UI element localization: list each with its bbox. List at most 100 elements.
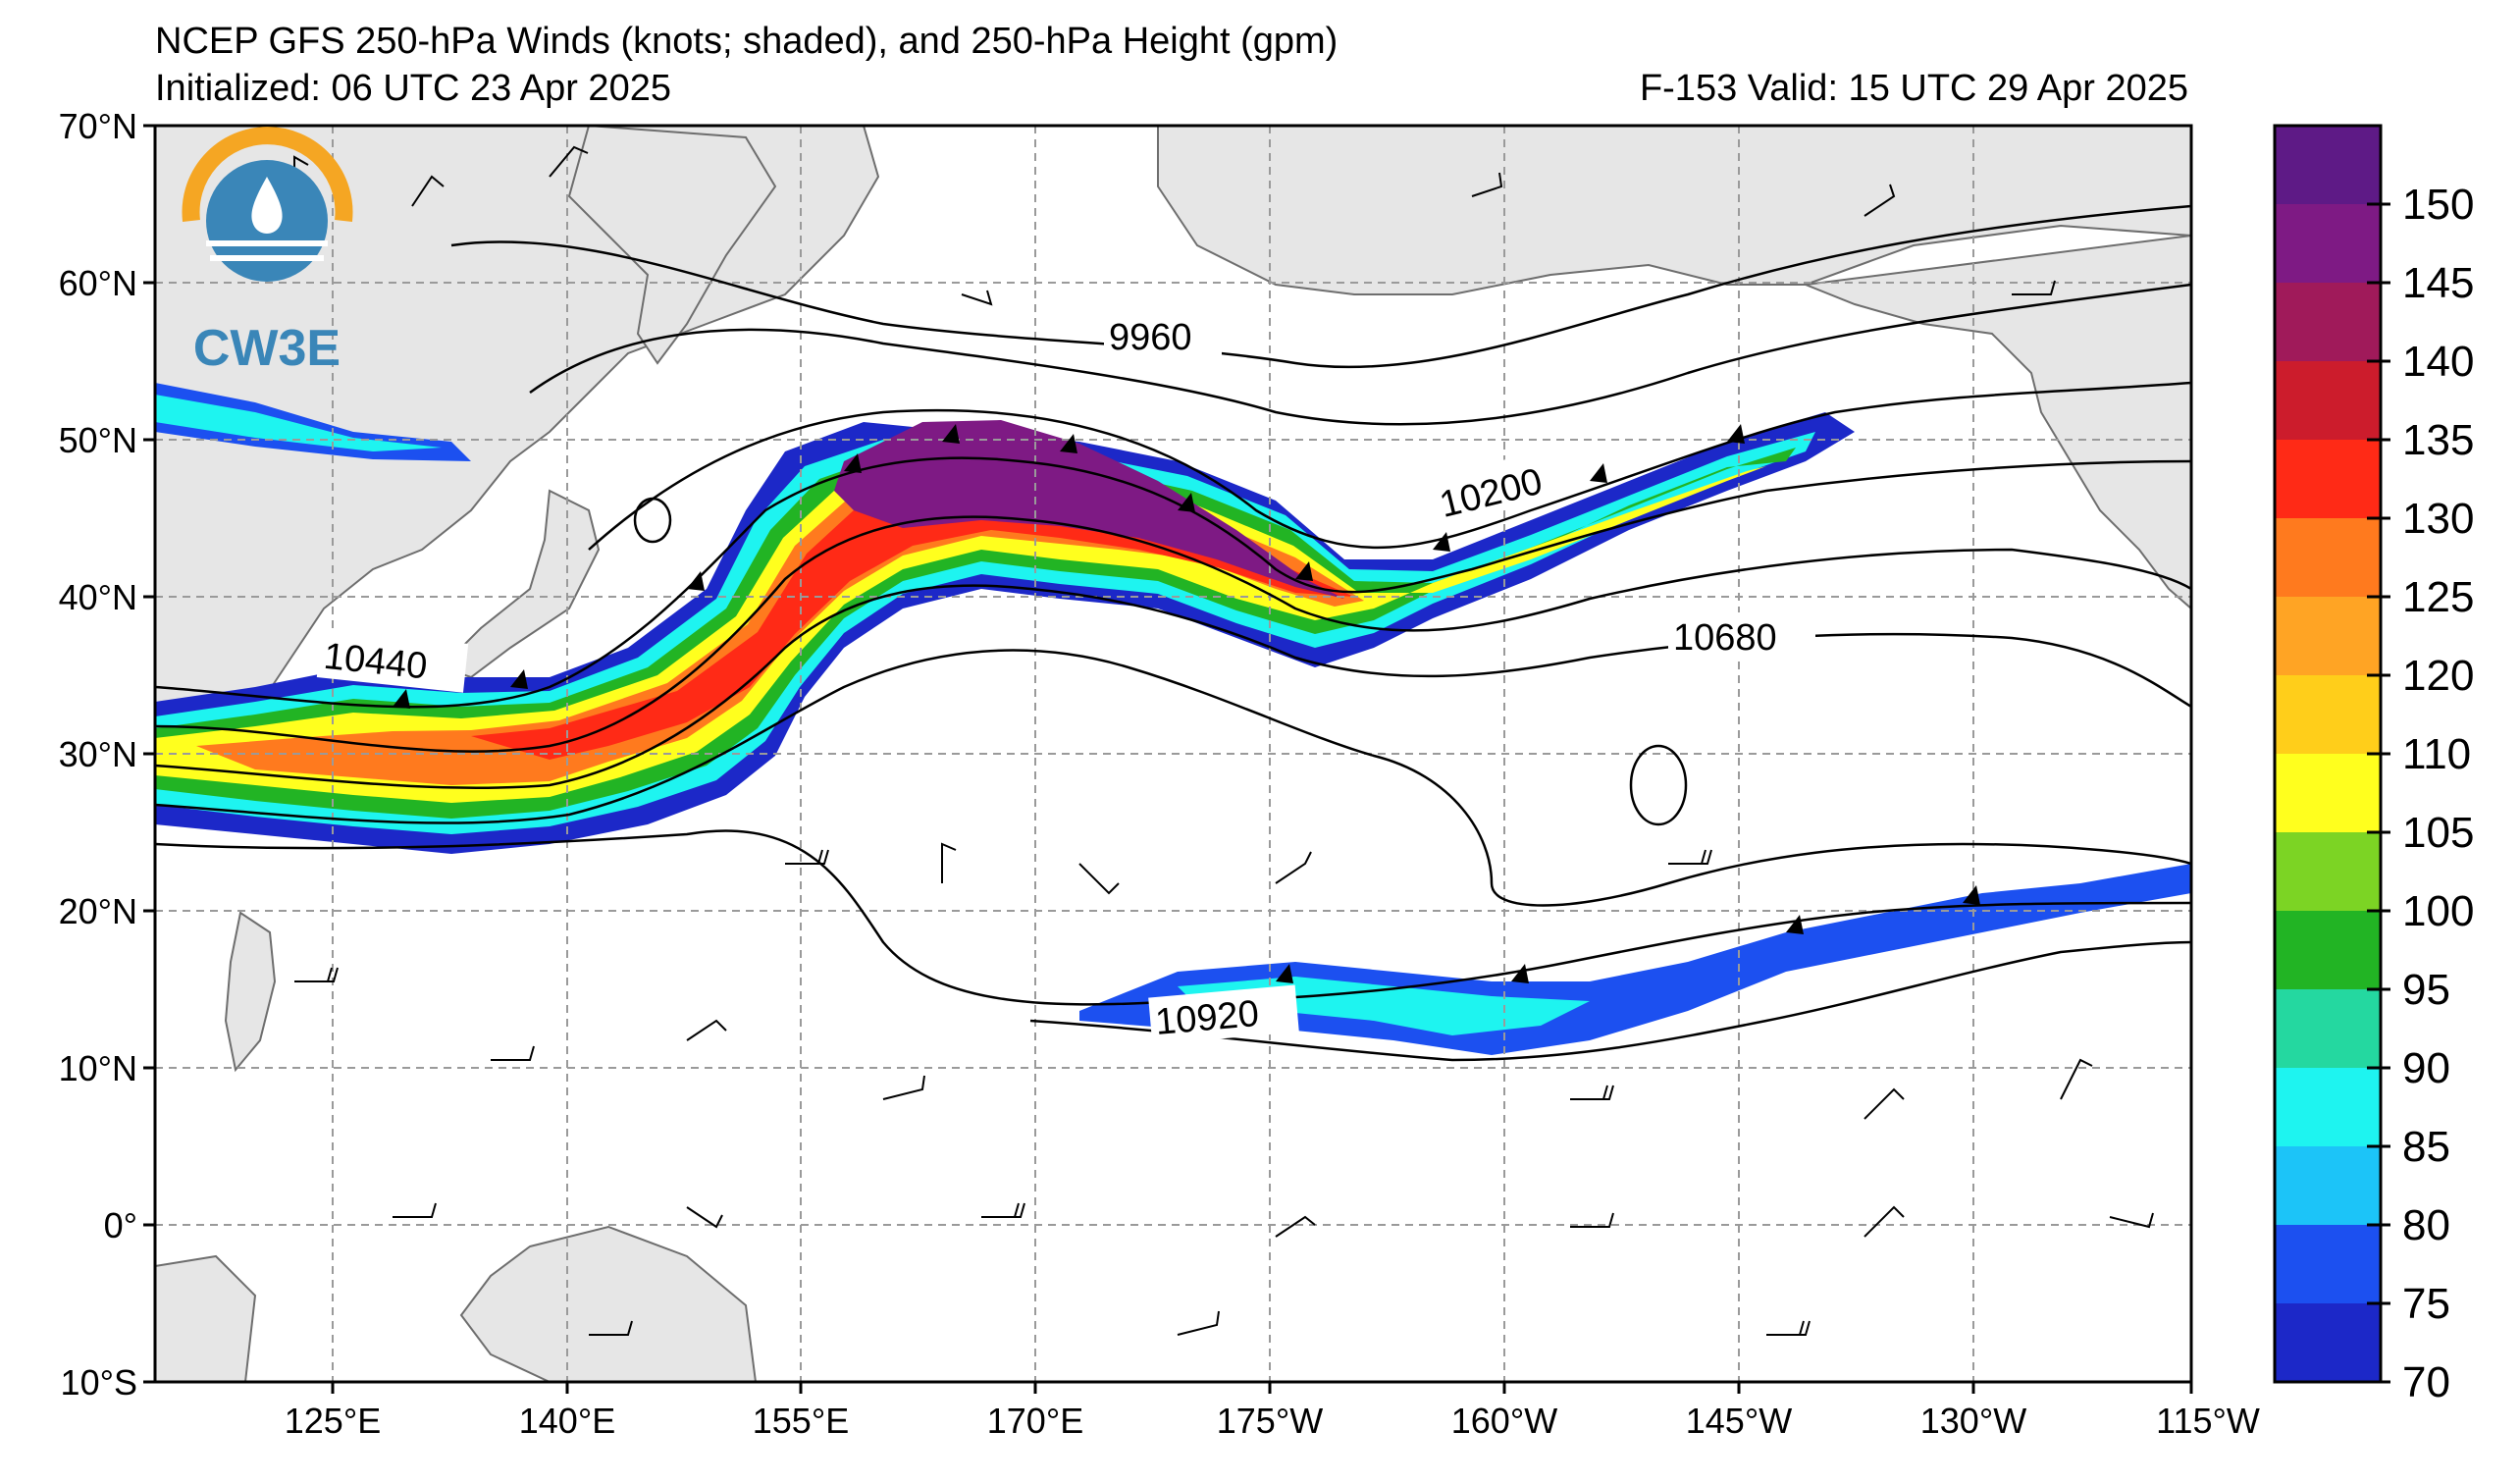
main-jet-core: [834, 420, 1344, 599]
colorbar-tick-label: 100: [2402, 887, 2474, 935]
wind-barb: [393, 1202, 437, 1218]
colorbar: 150 145 140 135 130 125 120 110 105 100 95 90 85 80 75…: [2273, 124, 2474, 1406]
wind-barb: [686, 1206, 723, 1229]
lon-label-160w: 160°W: [1451, 1401, 1557, 1441]
colorbar-tick-label: 90: [2402, 1044, 2450, 1092]
colorbar-tick-label: 75: [2402, 1280, 2450, 1328]
closed-low-contour: [633, 497, 672, 544]
colorbar-swatch: [2275, 1068, 2381, 1147]
wind-pennant: [393, 689, 410, 709]
lat-label-70n: 70°N: [59, 106, 137, 146]
wind-pennant: [687, 571, 705, 591]
colorbar-tick-label: 125: [2402, 573, 2474, 621]
map-title: NCEP GFS 250-hPa Winds (knots; shaded), …: [155, 21, 1339, 62]
wind-barb: [1766, 1320, 1811, 1336]
wind-barb: [589, 1320, 633, 1336]
closed-high-contour: [1629, 744, 1688, 826]
wind-barb: [1570, 1085, 1614, 1100]
lat-label-10n: 10°N: [59, 1048, 137, 1088]
lat-label-50n: 50°N: [59, 420, 137, 460]
wind-barb: [686, 1019, 727, 1041]
initialized-time: Initialized: 06 UTC 23 Apr 2025: [155, 68, 671, 109]
land-philippines: [224, 911, 277, 1073]
wind-barb: [981, 1202, 1025, 1218]
wind-pennant: [1060, 434, 1077, 453]
colorbar-tick-label: 110: [2402, 730, 2471, 778]
contour-10920: [1029, 940, 2191, 1062]
lat-label-10s: 10°S: [61, 1362, 137, 1403]
contour-10440: [155, 515, 2191, 753]
lon-label-125e: 125°E: [285, 1401, 381, 1441]
lon-label-170e: 170°E: [987, 1401, 1083, 1441]
wind-barb: [1864, 1087, 1905, 1120]
wind-pennant: [1786, 915, 1804, 934]
wind-barb: [1864, 184, 1896, 217]
colorbar-swatch: [2275, 597, 2381, 676]
wind-barb: [2060, 1058, 2093, 1100]
wind-barb: [411, 175, 445, 207]
contour-labels: 9960 10200 10440 10680 10920: [316, 314, 1815, 1045]
wind-pennant: [1295, 561, 1313, 581]
land-alaska: [1157, 126, 2191, 295]
longitude-labels: 125°E 140°E 155°E 170°E 175°W 160°W 145°…: [285, 1401, 2260, 1441]
wind-barb: [961, 290, 993, 306]
wind-shading: [155, 383, 2191, 1055]
wind-barb: [549, 145, 589, 178]
land-north-america: [1802, 234, 2191, 610]
land-new-guinea: [459, 1225, 758, 1382]
latitude-labels: 70°N 60°N 50°N 40°N 30°N 20°N 10°N 0° 10…: [59, 106, 137, 1403]
contour-label-10680: 10680: [1673, 617, 1777, 659]
colorbar-swatch: [2275, 440, 2381, 519]
logo-ring: [182, 127, 353, 223]
colorbar-swatch: [2275, 911, 2381, 990]
contour-label-10920: 10920: [1154, 993, 1261, 1043]
colorbar-swatch: [2275, 1303, 2381, 1383]
lat-label-30n: 30°N: [59, 734, 137, 774]
lat-label-20n: 20°N: [59, 891, 137, 931]
graticule: [155, 126, 2191, 1382]
wind-pennant: [510, 669, 528, 689]
contour-10680: [155, 649, 2191, 907]
lat-label-40n: 40°N: [59, 577, 137, 617]
wind-barb: [882, 1075, 925, 1100]
land-masses: [155, 126, 2191, 1382]
land-borneo: [155, 1254, 257, 1382]
colorbar-swatch: [2275, 518, 2381, 598]
logo-text: CW3E: [193, 320, 341, 377]
colorbar-tick-label: 120: [2402, 652, 2474, 700]
wind-barb: [1177, 1310, 1220, 1336]
lon-label-115w: 115°W: [2156, 1401, 2260, 1441]
wind-barb: [491, 1045, 535, 1061]
wind-pennant: [1963, 885, 1980, 905]
colorbar-swatch: [2275, 832, 2381, 912]
colorbar-swatch: [2275, 989, 2381, 1069]
height-contours: [155, 204, 2191, 1062]
main-jet-red: [471, 485, 1354, 760]
wind-barb: [1275, 851, 1312, 884]
wind-barb: [1078, 863, 1120, 895]
main-jet-yellow: [155, 463, 1766, 803]
wind-pennant: [1178, 493, 1195, 512]
lon-ticks: [331, 1382, 2193, 1394]
wind-pennant: [1276, 964, 1293, 983]
contour-label-9960: 9960: [1109, 317, 1192, 358]
wind-barb: [941, 842, 957, 883]
colorbar-swatch: [2275, 126, 2381, 205]
north-jet: [155, 383, 471, 461]
colorbar-swatch: [2275, 283, 2381, 362]
contour-10080: [529, 283, 2191, 426]
colorbar-tick-label: 150: [2402, 181, 2474, 229]
contour-10200: [588, 381, 2191, 551]
wind-pennant: [1511, 964, 1529, 983]
colorbar-swatch: [2275, 361, 2381, 441]
wind-barb: [1864, 1205, 1905, 1238]
colorbar-tick-label: 80: [2402, 1201, 2450, 1249]
wind-pennant: [942, 424, 960, 444]
colorbar-swatch: [2275, 1146, 2381, 1226]
colorbar-tick-label: 135: [2402, 416, 2474, 464]
cw3e-logo: CW3E: [182, 127, 353, 377]
wind-barb: [1275, 1215, 1316, 1238]
wind-pennant: [1590, 463, 1607, 483]
lon-label-145w: 145°W: [1686, 1401, 1792, 1441]
